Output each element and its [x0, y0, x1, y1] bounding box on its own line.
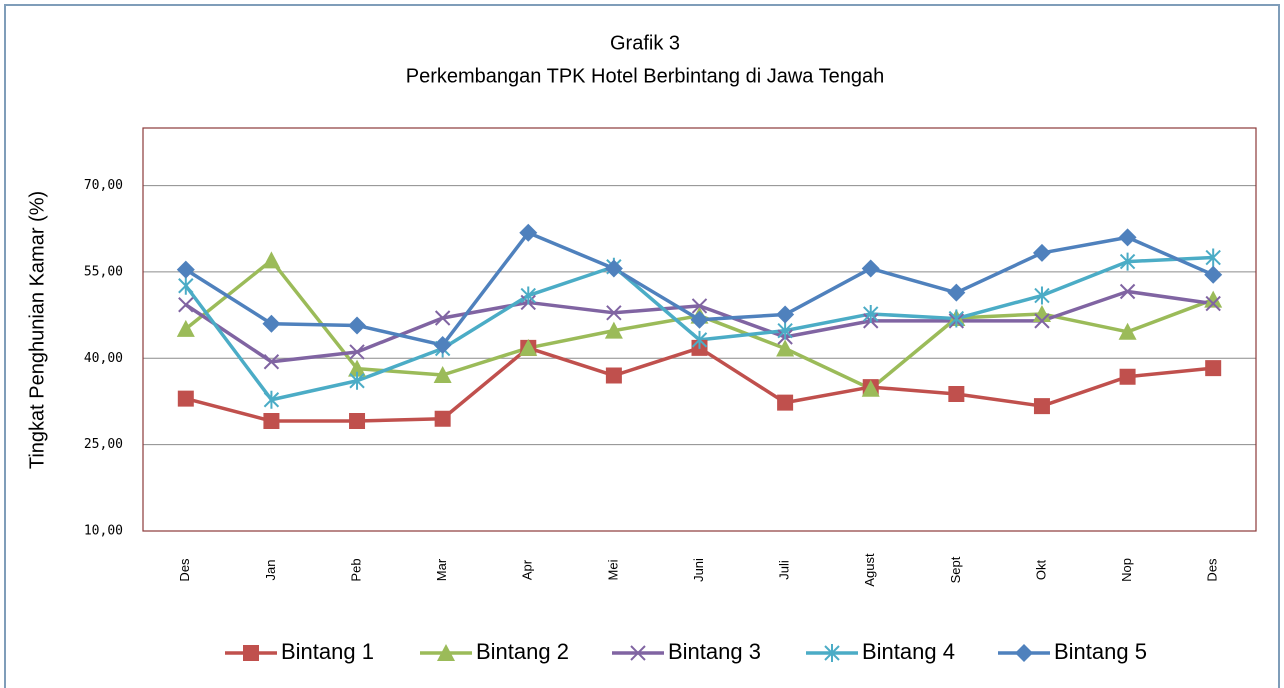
marker	[178, 276, 194, 295]
legend-label: Bintang 5	[1054, 639, 1147, 664]
marker	[861, 379, 880, 397]
x-tick-label: Mar	[434, 558, 449, 581]
x-tick-label: Agust	[862, 553, 877, 587]
y-tick-label: 10,00	[84, 524, 123, 539]
marker	[1034, 286, 1050, 305]
marker	[947, 283, 966, 302]
marker	[691, 298, 708, 314]
marker	[433, 336, 452, 355]
chart-subtitle: Perkembangan TPK Hotel Berbintang di Jaw…	[406, 65, 884, 87]
x-tick-label: Mei	[605, 559, 620, 580]
marker	[262, 314, 281, 333]
legend-label: Bintang 3	[668, 639, 761, 664]
marker	[1015, 644, 1033, 662]
marker	[861, 259, 880, 278]
y-tick-label: 25,00	[84, 437, 123, 452]
marker	[349, 413, 366, 430]
marker	[630, 645, 646, 661]
y-axis-label: Tingkat Penghunian Kamar (%)	[26, 191, 48, 469]
plot-border	[142, 127, 1257, 532]
marker	[349, 371, 365, 390]
x-tick-label: Sept	[948, 556, 963, 583]
marker	[263, 413, 280, 430]
marker	[1119, 368, 1136, 385]
marker	[1118, 322, 1137, 340]
marker	[1205, 248, 1221, 267]
y-tick-label: 55,00	[84, 264, 123, 279]
marker	[243, 645, 259, 661]
x-tick-label: Okt	[1033, 560, 1048, 581]
marker	[348, 359, 367, 377]
marker	[1032, 243, 1051, 262]
x-tick-label: Des	[1205, 558, 1220, 582]
legend-label: Bintang 1	[281, 639, 374, 664]
marker	[777, 321, 793, 340]
marker	[349, 344, 365, 360]
marker	[520, 286, 536, 305]
marker	[519, 338, 538, 356]
marker	[1118, 228, 1137, 247]
marker	[1204, 290, 1223, 308]
marker	[1205, 295, 1221, 312]
marker	[691, 330, 708, 349]
x-tick-label: Jan	[263, 560, 278, 581]
marker	[824, 644, 840, 662]
marker	[604, 259, 623, 278]
marker	[176, 319, 195, 337]
marker	[1204, 265, 1223, 284]
marker	[176, 260, 195, 279]
marker	[263, 354, 280, 370]
legend-label: Bintang 4	[862, 639, 955, 664]
marker	[605, 367, 622, 384]
y-tick-label: 70,00	[84, 178, 123, 193]
x-tick-label: Nop	[1119, 558, 1134, 582]
marker	[262, 251, 281, 269]
marker	[437, 644, 455, 661]
marker	[348, 316, 367, 335]
marker	[776, 339, 795, 357]
marker	[690, 310, 709, 329]
marker	[948, 385, 965, 402]
x-tick-label: Des	[177, 558, 192, 582]
marker	[434, 310, 451, 326]
legend-label: Bintang 2	[476, 639, 569, 664]
marker	[434, 410, 451, 427]
x-tick-label: Juni	[691, 558, 706, 582]
marker	[1119, 252, 1136, 271]
marker	[776, 305, 795, 324]
x-tick-label: Juli	[777, 560, 792, 580]
marker	[606, 305, 622, 321]
x-tick-label: Peb	[348, 558, 363, 581]
marker	[1205, 360, 1222, 377]
marker	[948, 309, 965, 328]
marker	[178, 297, 194, 313]
marker	[604, 321, 623, 339]
marker	[263, 390, 280, 409]
x-tick-label: Apr	[520, 559, 535, 580]
marker	[177, 390, 194, 407]
chart-frame	[4, 4, 1280, 688]
chart-title: Grafik 3	[610, 32, 680, 54]
marker	[519, 223, 538, 242]
y-tick-label: 40,00	[84, 351, 123, 366]
marker	[863, 304, 879, 323]
marker	[433, 365, 452, 383]
marker	[777, 394, 794, 411]
marker	[1033, 398, 1050, 415]
marker	[1034, 313, 1050, 329]
marker	[1119, 283, 1136, 300]
